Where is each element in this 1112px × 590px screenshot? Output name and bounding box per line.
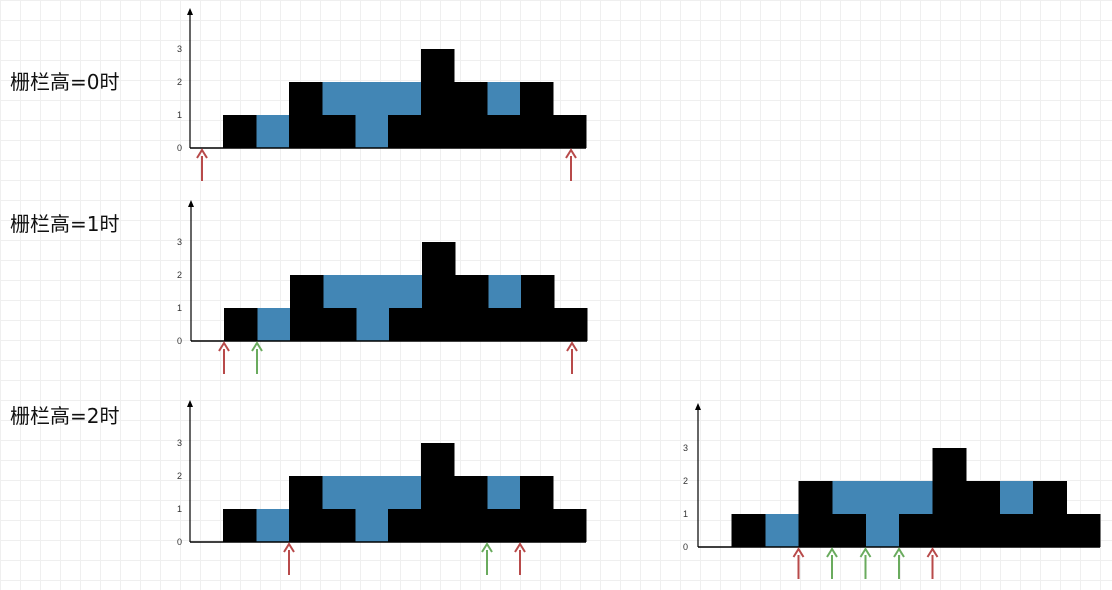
bar — [832, 514, 866, 547]
water-block — [832, 481, 866, 514]
bar — [487, 115, 521, 148]
bar — [488, 308, 522, 341]
water-block — [865, 481, 900, 547]
y-tick-label: 2 — [177, 270, 182, 280]
green-pointer-arrow — [481, 542, 493, 575]
y-tick-label: 0 — [177, 143, 182, 153]
water-block — [256, 115, 290, 148]
bar — [932, 448, 967, 547]
y-tick-label: 0 — [683, 542, 688, 552]
bar — [389, 308, 423, 341]
bar — [1066, 514, 1101, 547]
bar — [223, 509, 257, 542]
bar — [731, 514, 766, 547]
water-block — [488, 275, 522, 308]
bar — [1033, 481, 1067, 547]
chart-panel-fence-2-a: 0 1 2 3 — [177, 400, 587, 575]
green-pointer-arrow — [859, 547, 872, 579]
water-block — [388, 476, 422, 509]
red-pointer-arrow — [218, 341, 230, 374]
y-tick-label: 2 — [177, 77, 182, 87]
bar — [388, 509, 422, 542]
bar — [553, 509, 587, 542]
bar — [322, 115, 356, 148]
bar — [290, 275, 324, 341]
y-tick-label: 2 — [683, 476, 688, 486]
red-pointer-arrow — [792, 547, 805, 579]
fence-height-0-label: 栅栏高=0时 — [10, 70, 120, 94]
red-pointer-arrow — [283, 542, 295, 575]
water-block — [323, 275, 357, 308]
bar — [421, 49, 455, 148]
fence-height-1-label: 栅栏高=1时 — [10, 212, 120, 236]
y-tick-label: 2 — [177, 471, 182, 481]
chart-panel-fence-1: 0 1 2 3 — [177, 200, 588, 374]
green-pointer-arrow — [251, 341, 263, 374]
water-block — [487, 82, 521, 115]
y-tick-label: 1 — [177, 303, 182, 313]
y-tick-label: 0 — [177, 336, 182, 346]
bar — [999, 514, 1034, 547]
bar — [455, 275, 489, 341]
bar — [322, 509, 356, 542]
y-tick-label: 0 — [177, 537, 182, 547]
bar — [454, 476, 488, 542]
y-axis-arrowhead — [187, 400, 193, 407]
bar — [520, 82, 554, 148]
bar — [223, 115, 257, 148]
bar — [899, 514, 933, 547]
y-tick-label: 3 — [177, 438, 182, 448]
bar — [553, 115, 587, 148]
red-pointer-arrow — [566, 341, 578, 374]
bar — [289, 82, 323, 148]
water-block — [487, 476, 521, 509]
y-tick-label: 1 — [177, 110, 182, 120]
y-axis-arrowhead — [188, 200, 194, 207]
water-block — [765, 514, 799, 547]
bar — [422, 242, 456, 341]
water-block — [389, 275, 423, 308]
fence-height-2-label: 栅栏高=2时 — [10, 404, 120, 428]
chart-panel-fence-2-b: 0 1 2 3 — [683, 403, 1101, 579]
water-block — [322, 82, 356, 115]
red-pointer-arrow — [565, 148, 577, 181]
red-pointer-arrow — [926, 547, 939, 579]
bar — [323, 308, 357, 341]
red-pointer-arrow — [196, 148, 208, 181]
bar — [421, 443, 455, 542]
red-pointer-arrow — [514, 542, 526, 575]
water-block — [257, 308, 291, 341]
green-pointer-arrow — [826, 547, 838, 579]
water-block — [355, 82, 389, 148]
bar — [554, 308, 588, 341]
water-block — [322, 476, 356, 509]
chart-panel-fence-0: 0 1 2 3 — [177, 8, 587, 181]
y-tick-label: 3 — [177, 44, 182, 54]
water-block — [388, 82, 422, 115]
water-block — [256, 509, 290, 542]
bar — [454, 82, 488, 148]
bar — [521, 275, 555, 341]
y-axis-arrowhead — [695, 403, 701, 410]
y-tick-label: 3 — [683, 443, 688, 453]
y-tick-label: 3 — [177, 237, 182, 247]
water-block — [899, 481, 933, 514]
y-tick-label: 1 — [683, 509, 688, 519]
water-block — [356, 275, 390, 341]
bar — [487, 509, 521, 542]
water-block — [999, 481, 1034, 514]
bar — [966, 481, 1000, 547]
water-block — [355, 476, 389, 542]
bar — [224, 308, 258, 341]
bar — [520, 476, 554, 542]
y-tick-label: 1 — [177, 504, 182, 514]
bar — [798, 481, 833, 547]
y-axis-arrowhead — [187, 8, 193, 15]
bar — [388, 115, 422, 148]
bar — [289, 476, 323, 542]
green-pointer-arrow — [893, 547, 905, 579]
